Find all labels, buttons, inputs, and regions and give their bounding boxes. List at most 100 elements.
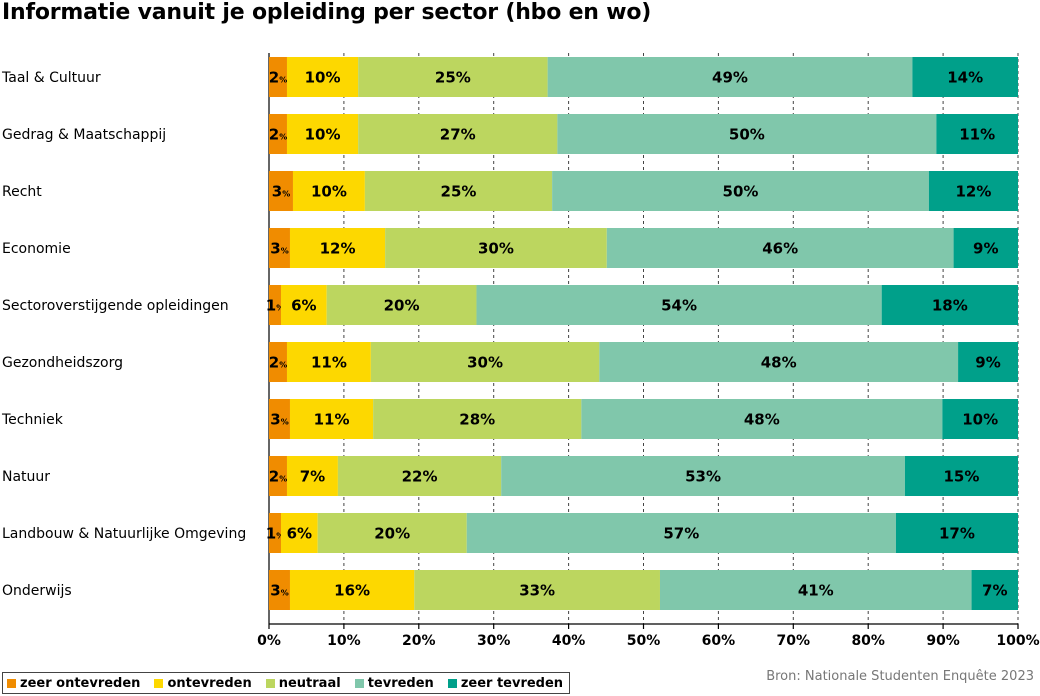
bar-segment <box>286 456 338 496</box>
bar-segment <box>269 171 293 211</box>
data-label: 11% <box>959 126 995 144</box>
bar-segment <box>269 513 281 553</box>
bar-segment <box>317 513 467 553</box>
data-label: 15% <box>943 468 979 486</box>
data-label: 10% <box>311 183 347 201</box>
bar-segment <box>414 570 660 610</box>
data-label: 48% <box>744 411 780 429</box>
bar-segment <box>971 570 1018 610</box>
data-label: 6% <box>287 525 312 543</box>
category-label: Gezondheidszorg <box>2 355 123 371</box>
data-label: 33% <box>519 582 555 600</box>
x-tick-label: 10% <box>327 633 361 649</box>
data-label: 2% <box>269 354 287 372</box>
data-label: 30% <box>467 354 503 372</box>
data-label: 2% <box>269 126 287 144</box>
legend-label: tevreden <box>367 675 434 691</box>
bar-segment <box>895 513 1018 553</box>
x-tick-label: 20% <box>402 633 436 649</box>
x-tick-label: 100% <box>996 633 1039 649</box>
x-tick-label: 40% <box>552 633 586 649</box>
data-label: 14% <box>947 69 983 87</box>
chart-title: Informatie vanuit je opleiding per secto… <box>2 0 652 25</box>
data-label: 25% <box>441 183 477 201</box>
category-label: Landbouw & Natuurlijke Omgeving <box>2 526 246 542</box>
bar-segment <box>337 456 502 496</box>
data-label: 1% <box>266 525 284 543</box>
data-label: 10% <box>305 69 341 87</box>
bar-segment <box>292 171 365 211</box>
bar-segment <box>286 342 371 382</box>
data-label: 57% <box>663 525 699 543</box>
bar-segment <box>269 456 287 496</box>
category-label: Techniek <box>1 412 64 428</box>
bar-segment <box>466 513 896 553</box>
data-label: 7% <box>300 468 325 486</box>
x-tick-label: 80% <box>851 633 885 649</box>
data-label: 49% <box>712 69 748 87</box>
bar-segment <box>942 399 1018 439</box>
bar-segment <box>280 285 327 325</box>
data-label: 50% <box>723 183 759 201</box>
bar-segment <box>269 285 281 325</box>
legend-item: neutraal <box>265 676 341 691</box>
bar-segment <box>936 114 1018 154</box>
data-label: 28% <box>459 411 495 429</box>
bar-segment <box>904 456 1018 496</box>
legend-swatch <box>354 678 364 688</box>
data-label: 3% <box>272 183 290 201</box>
category-label: Taal & Cultuur <box>1 70 101 86</box>
legend-swatch <box>154 678 164 688</box>
legend-swatch <box>447 678 457 688</box>
legend-item: zeer ontevreden <box>7 676 140 691</box>
x-tick-label: 60% <box>702 633 736 649</box>
data-label: 3% <box>270 411 288 429</box>
bar-segment <box>552 171 929 211</box>
category-label: Sectoroverstijgende opleidingen <box>2 298 229 314</box>
bar-segment <box>326 285 477 325</box>
bar-segment <box>358 114 558 154</box>
bar-segment <box>289 399 374 439</box>
category-label: Economie <box>2 241 71 257</box>
data-label: 3% <box>270 582 288 600</box>
bar-segment <box>358 57 548 97</box>
category-label: Gedrag & Maatschappij <box>2 127 166 143</box>
stacked-bar-chart: 0% 10% 20% 30% 40% 50% 60% 70% 80% 90% 100% Taal & … <box>1 53 1040 649</box>
data-label: 16% <box>334 582 370 600</box>
x-tick-label: 90% <box>926 633 960 649</box>
data-label: 9% <box>973 240 998 258</box>
data-label: 11% <box>314 411 350 429</box>
source-note: Bron: Nationale Studenten Enquête 2023 <box>766 669 1034 684</box>
legend-swatch <box>265 678 275 688</box>
bar-segment <box>881 285 1018 325</box>
bar-segment <box>476 285 882 325</box>
data-label: 10% <box>962 411 998 429</box>
bar-segment <box>373 399 582 439</box>
data-label: 48% <box>761 354 797 372</box>
bar-segment <box>606 228 954 268</box>
category-label: Onderwijs <box>2 583 72 599</box>
legend-item: zeer tevreden <box>447 676 563 691</box>
bar-segment <box>501 456 905 496</box>
bar-segment <box>289 570 415 610</box>
category-label: Recht <box>2 184 42 200</box>
data-label: 20% <box>374 525 410 543</box>
data-label: 22% <box>402 468 438 486</box>
data-label: 41% <box>798 582 834 600</box>
x-tick-label: 70% <box>777 633 811 649</box>
data-label: 2% <box>269 468 287 486</box>
data-label: 46% <box>762 240 798 258</box>
bar-segment <box>659 570 972 610</box>
data-label: 2% <box>269 69 287 87</box>
bar-segment <box>269 57 287 97</box>
legend-swatch <box>7 678 16 688</box>
bar-segment <box>269 228 290 268</box>
legend-item: tevreden <box>354 675 434 691</box>
data-label: 12% <box>320 240 356 258</box>
bar-segment <box>557 114 937 154</box>
bar-segment <box>286 57 359 97</box>
data-label: 7% <box>982 582 1007 600</box>
bar-segment <box>599 342 959 382</box>
bar-segment <box>912 57 1018 97</box>
data-label: 6% <box>291 297 316 315</box>
